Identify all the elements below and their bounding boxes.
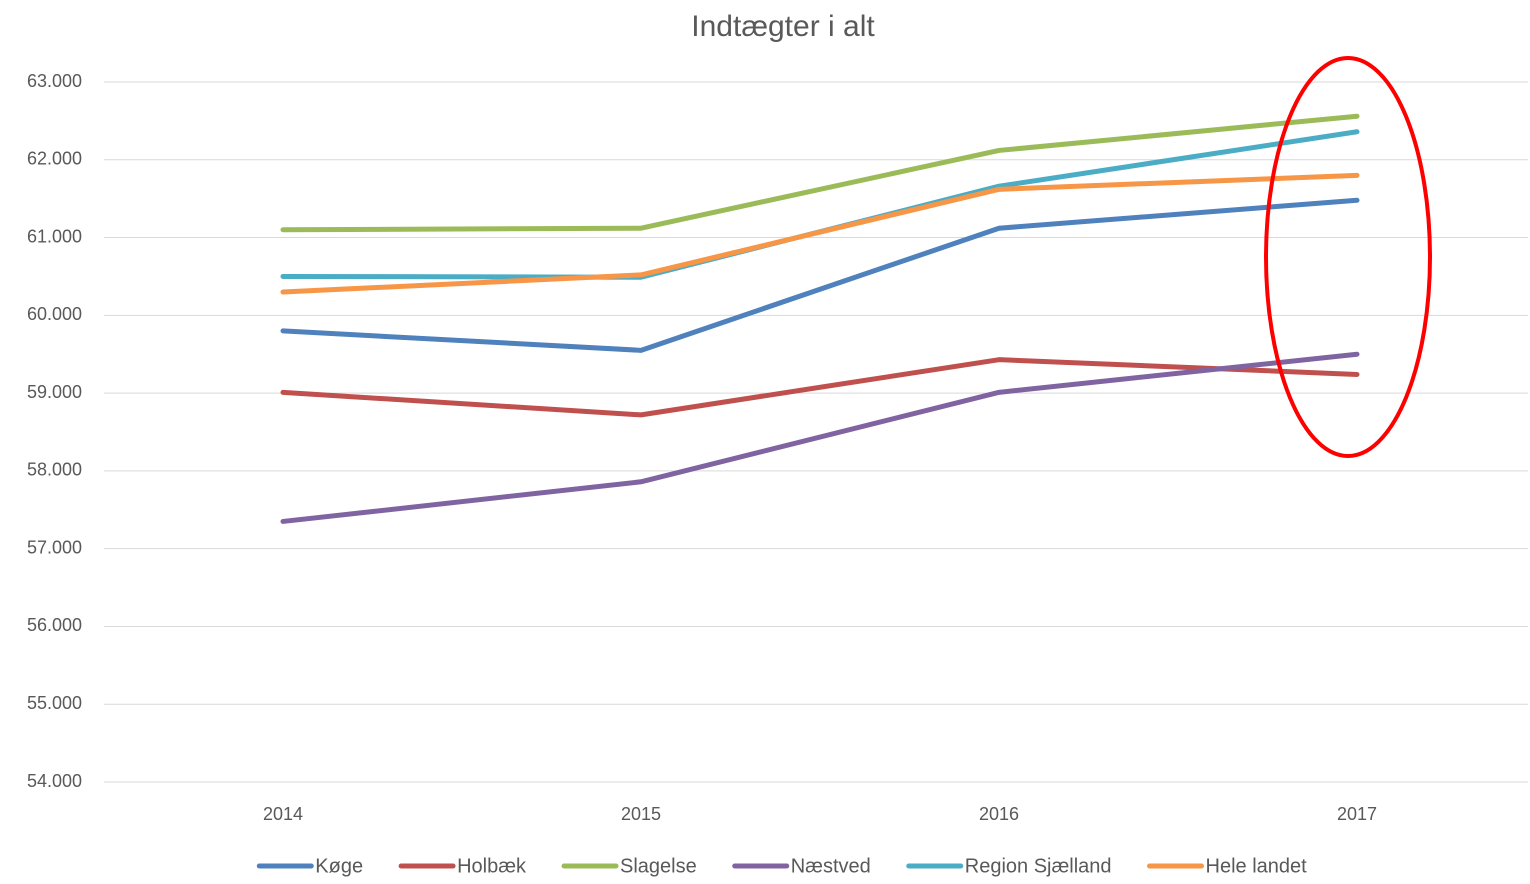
legend-label: Næstved: [791, 855, 871, 877]
highlight-ellipse: [1264, 56, 1432, 458]
series-line: [280, 357, 1360, 418]
series-line: [280, 172, 1360, 295]
y-tick-label: 62.000: [27, 149, 82, 169]
grid: 54.000 55.000 56.000 57.000 58.000 59.000 60.0…: [27, 71, 1528, 824]
legend: Køge Holbæk Slagelse Næstved Region Sjælland…: [256, 855, 1308, 877]
series-line: [280, 351, 1360, 524]
legend-label: Region Sjælland: [965, 855, 1112, 877]
y-tick-label: 63.000: [27, 71, 82, 91]
legend-label: Holbæk: [457, 855, 527, 877]
series-line: [280, 113, 1360, 233]
legend-label: Slagelse: [620, 855, 697, 877]
y-tick-label: 54.000: [27, 771, 82, 791]
x-tick-label: 2015: [621, 804, 661, 824]
y-tick-label: 61.000: [27, 226, 82, 246]
x-tick-label: 2016: [979, 804, 1019, 824]
y-tick-label: 56.000: [27, 615, 82, 635]
lines: [280, 113, 1360, 524]
legend-label: Hele landet: [1206, 855, 1308, 877]
y-tick-label: 55.000: [27, 693, 82, 713]
y-tick-label: 58.000: [27, 460, 82, 480]
series-line: [280, 197, 1360, 353]
series-line: [280, 129, 1360, 280]
y-tick-label: 59.000: [27, 382, 82, 402]
chart-title: Indtægter i alt: [691, 10, 875, 43]
x-tick-label: 2014: [263, 804, 303, 824]
legend-label: Køge: [315, 855, 363, 877]
y-tick-label: 57.000: [27, 537, 82, 557]
y-tick-label: 60.000: [27, 304, 82, 324]
x-tick-label: 2017: [1337, 804, 1377, 824]
